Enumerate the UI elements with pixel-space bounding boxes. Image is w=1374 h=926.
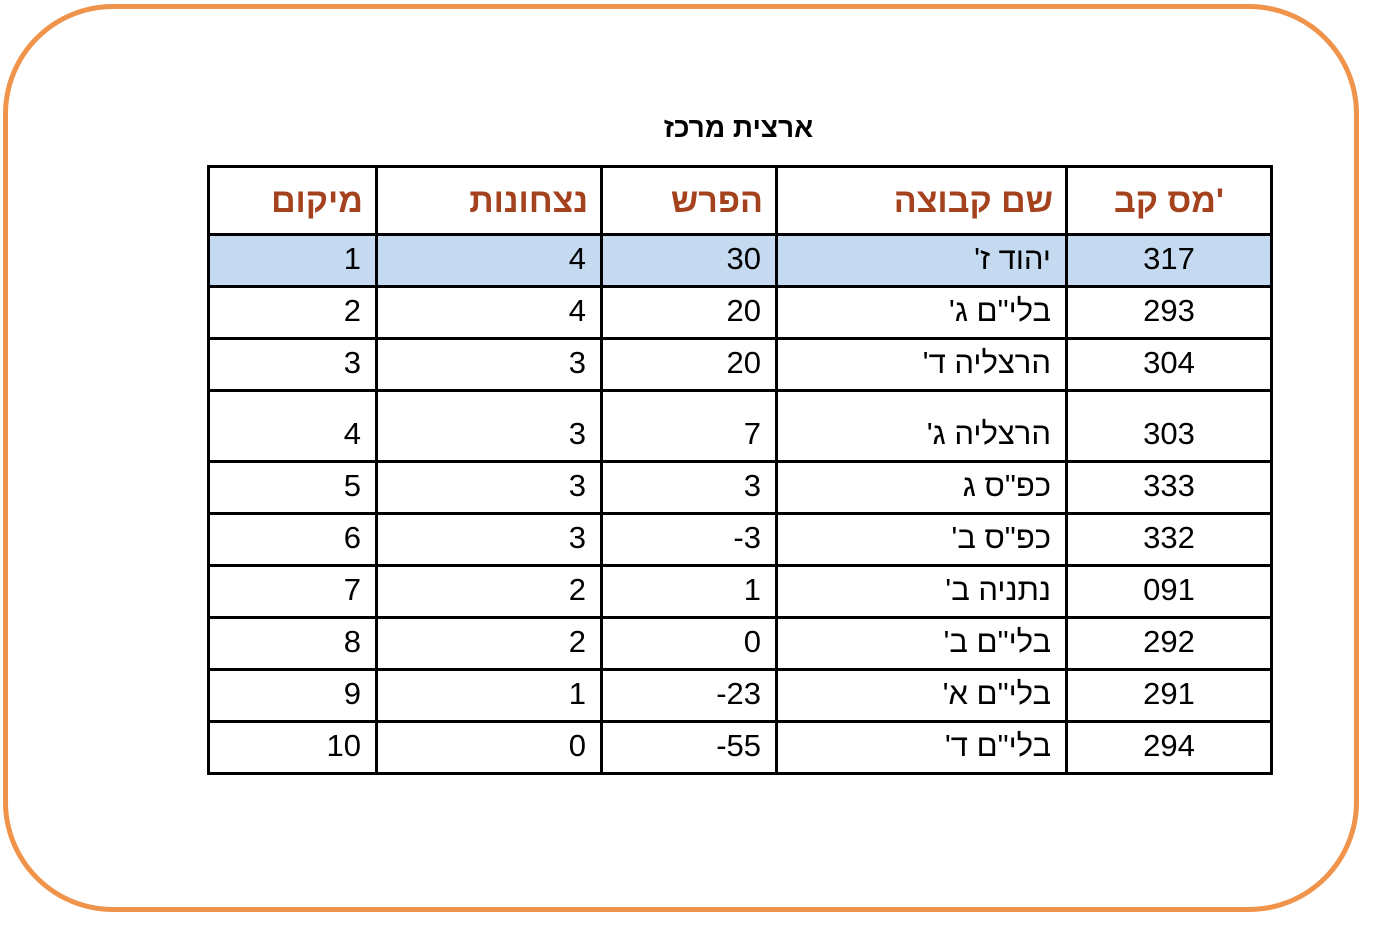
cell-team-number: 333	[1065, 460, 1273, 515]
table-row: 292 בלי"ם ב' 0 2 8	[207, 616, 1273, 671]
cell-wins: 0	[375, 720, 603, 775]
cell-rank: 9	[207, 668, 378, 723]
column-header-wins: נצחונות	[375, 165, 603, 236]
cell-rank: 6	[207, 512, 378, 567]
table-row: 091 נתניה ב' 1 2 7	[207, 564, 1273, 619]
cell-difference: 1	[600, 564, 778, 619]
column-header-difference: הפרש	[600, 165, 778, 236]
cell-rank: 8	[207, 616, 378, 671]
table-row: 332 כפ"ס ב' -3 3 6	[207, 512, 1273, 567]
cell-difference: -23	[600, 668, 778, 723]
cell-rank: 4	[207, 389, 378, 463]
cell-team-number: 293	[1065, 285, 1273, 340]
cell-rank: 5	[207, 460, 378, 515]
table-row: 294 בלי"ם ד' -55 0 10	[207, 720, 1273, 775]
cell-difference: 30	[600, 233, 778, 288]
cell-rank: 2	[207, 285, 378, 340]
header-row: מס קב' שם קבוצה הפרש נצחונות מיקום	[207, 165, 1273, 236]
cell-team-number: 291	[1065, 668, 1273, 723]
cell-wins: 4	[375, 233, 603, 288]
cell-wins: 1	[375, 668, 603, 723]
cell-difference: 20	[600, 337, 778, 392]
cell-team-name: בלי"ם א'	[775, 668, 1068, 723]
cell-team-number: 332	[1065, 512, 1273, 567]
cell-wins: 3	[375, 460, 603, 515]
cell-wins: 2	[375, 616, 603, 671]
cell-rank: 1	[207, 233, 378, 288]
column-header-team-number: מס קב'	[1065, 165, 1273, 236]
cell-team-name: בלי"ם ד'	[775, 720, 1068, 775]
cell-team-name: הרצליה ד'	[775, 337, 1068, 392]
table-body: 317 יהוד ז' 30 4 1 293 בלי"ם ג' 20 4 2 304 הרצליה ד…	[207, 233, 1273, 775]
cell-team-name: נתניה ב'	[775, 564, 1068, 619]
cell-difference: -55	[600, 720, 778, 775]
cell-team-name: בלי"ם ג'	[775, 285, 1068, 340]
cell-rank: 3	[207, 337, 378, 392]
cell-team-number: 292	[1065, 616, 1273, 671]
cell-team-number: 091	[1065, 564, 1273, 619]
cell-wins: 4	[375, 285, 603, 340]
cell-team-name: כפ"ס ג	[775, 460, 1068, 515]
cell-team-name: הרצליה ג'	[775, 389, 1068, 463]
cell-difference: 7	[600, 389, 778, 463]
cell-team-number: 303	[1065, 389, 1273, 463]
cell-team-name: כפ"ס ב'	[775, 512, 1068, 567]
table-row: 291 בלי"ם א' -23 1 9	[207, 668, 1273, 723]
column-header-rank: מיקום	[207, 165, 378, 236]
column-header-team-name: שם קבוצה	[775, 165, 1068, 236]
cell-rank: 10	[207, 720, 378, 775]
cell-difference: 0	[600, 616, 778, 671]
cell-wins: 2	[375, 564, 603, 619]
cell-team-name: יהוד ז'	[775, 233, 1068, 288]
cell-wins: 3	[375, 337, 603, 392]
cell-difference: 20	[600, 285, 778, 340]
cell-wins: 3	[375, 512, 603, 567]
table-row: 303 הרצליה ג' 7 3 4	[207, 389, 1273, 463]
cell-team-name: בלי"ם ב'	[775, 616, 1068, 671]
cell-team-number: 317	[1065, 233, 1273, 288]
table-row: 293 בלי"ם ג' 20 4 2	[207, 285, 1273, 340]
standings-table: מס קב' שם קבוצה הפרש נצחונות מיקום 317 יה…	[207, 165, 1273, 775]
cell-difference: -3	[600, 512, 778, 567]
cell-team-number: 304	[1065, 337, 1273, 392]
cell-team-number: 294	[1065, 720, 1273, 775]
page-title: ארצית מרכז	[663, 112, 814, 143]
cell-difference: 3	[600, 460, 778, 515]
rounded-orange-frame	[3, 4, 1359, 912]
cell-wins: 3	[375, 389, 603, 463]
table-row: 304 הרצליה ד' 20 3 3	[207, 337, 1273, 392]
table-row: 317 יהוד ז' 30 4 1	[207, 233, 1273, 288]
cell-rank: 7	[207, 564, 378, 619]
